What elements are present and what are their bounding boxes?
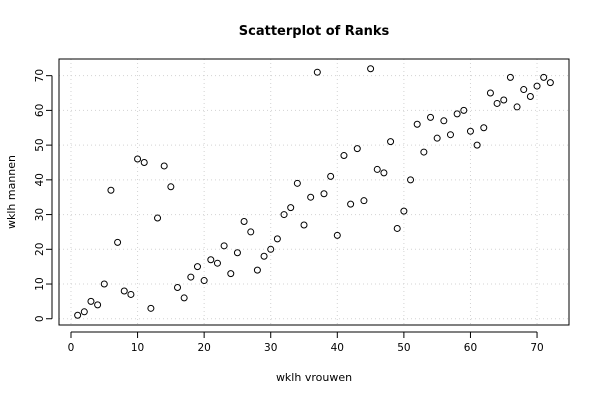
data-point [127, 290, 135, 298]
data-point [506, 73, 514, 81]
data-point [440, 117, 448, 125]
x-tick-label: 40 [331, 342, 344, 354]
x-tick-label: 50 [397, 342, 410, 354]
x-tick-label: 60 [464, 342, 477, 354]
x-tick-label: 70 [530, 342, 543, 354]
data-point [367, 65, 375, 73]
data-point [87, 297, 95, 305]
y-tick-label: 40 [34, 173, 46, 186]
data-point [213, 259, 221, 267]
plot-frame [58, 58, 570, 326]
data-point [493, 99, 501, 107]
data-point [407, 176, 415, 184]
data-point [307, 193, 315, 201]
x-tick-label: 0 [68, 342, 75, 354]
data-point [420, 148, 428, 156]
data-point [446, 131, 454, 139]
y-tick-label: 70 [34, 69, 46, 82]
data-point [247, 228, 255, 236]
data-point [360, 197, 368, 205]
x-tick-label: 20 [197, 342, 210, 354]
data-point [187, 273, 195, 281]
data-point [460, 106, 468, 114]
x-axis: 0 10 20 30 40 50 60 70 [68, 331, 544, 354]
data-point [347, 200, 355, 208]
data-point [134, 155, 142, 163]
data-point [287, 204, 295, 212]
data-point [207, 256, 215, 264]
data-point [267, 245, 275, 253]
data-point [387, 138, 395, 146]
data-point [473, 141, 481, 149]
data-point [160, 162, 168, 170]
data-point [220, 242, 228, 250]
points [74, 65, 554, 319]
y-tick-label: 0 [34, 315, 46, 322]
data-point [253, 266, 261, 274]
data-point [466, 127, 474, 135]
y-axis: 0 10 20 30 40 50 60 70 [34, 69, 53, 322]
data-point [200, 277, 208, 285]
data-point [280, 211, 288, 219]
data-point [180, 294, 188, 302]
data-point [120, 287, 128, 295]
y-tick-label: 30 [34, 208, 46, 221]
data-point [233, 249, 241, 257]
data-point [74, 311, 82, 319]
x-axis-label: wklh vrouwen [276, 371, 352, 384]
data-point [373, 165, 381, 173]
data-point [140, 158, 148, 166]
data-point [320, 190, 328, 198]
data-point [260, 252, 268, 260]
data-point [80, 308, 88, 316]
data-point [273, 235, 281, 243]
data-point [193, 263, 201, 271]
chart-title: Scatterplot of Ranks [239, 24, 390, 39]
data-point [380, 169, 388, 177]
y-tick-label: 20 [34, 243, 46, 256]
data-point [520, 86, 528, 94]
data-point [333, 231, 341, 239]
data-point [480, 124, 488, 132]
data-point [486, 89, 494, 97]
data-point [327, 172, 335, 180]
data-point [393, 224, 401, 232]
data-point [413, 120, 421, 128]
data-point [526, 93, 534, 101]
data-point [533, 82, 541, 90]
y-tick-label: 10 [34, 277, 46, 290]
data-point [513, 103, 521, 111]
data-point [400, 207, 408, 215]
grid [59, 59, 569, 325]
data-point [540, 73, 548, 81]
data-point [340, 152, 348, 160]
data-point [453, 110, 461, 118]
data-point [500, 96, 508, 104]
data-point [94, 301, 102, 309]
data-point [353, 145, 361, 153]
data-point [433, 134, 441, 142]
y-tick-label: 50 [34, 138, 46, 151]
data-point [100, 280, 108, 288]
data-point [114, 238, 122, 246]
data-point [293, 179, 301, 187]
data-point [313, 68, 321, 76]
data-point [240, 218, 248, 226]
data-point [167, 183, 175, 191]
data-point [174, 283, 182, 291]
data-point [300, 221, 308, 229]
x-tick-label: 30 [264, 342, 277, 354]
y-tick-label: 60 [34, 104, 46, 117]
y-axis-label: wklh mannen [5, 155, 18, 229]
x-tick-label: 10 [131, 342, 144, 354]
data-point [154, 214, 162, 222]
data-point [427, 113, 435, 121]
data-point [227, 270, 235, 278]
data-point [546, 79, 554, 87]
data-point [147, 304, 155, 312]
data-point [107, 186, 115, 194]
